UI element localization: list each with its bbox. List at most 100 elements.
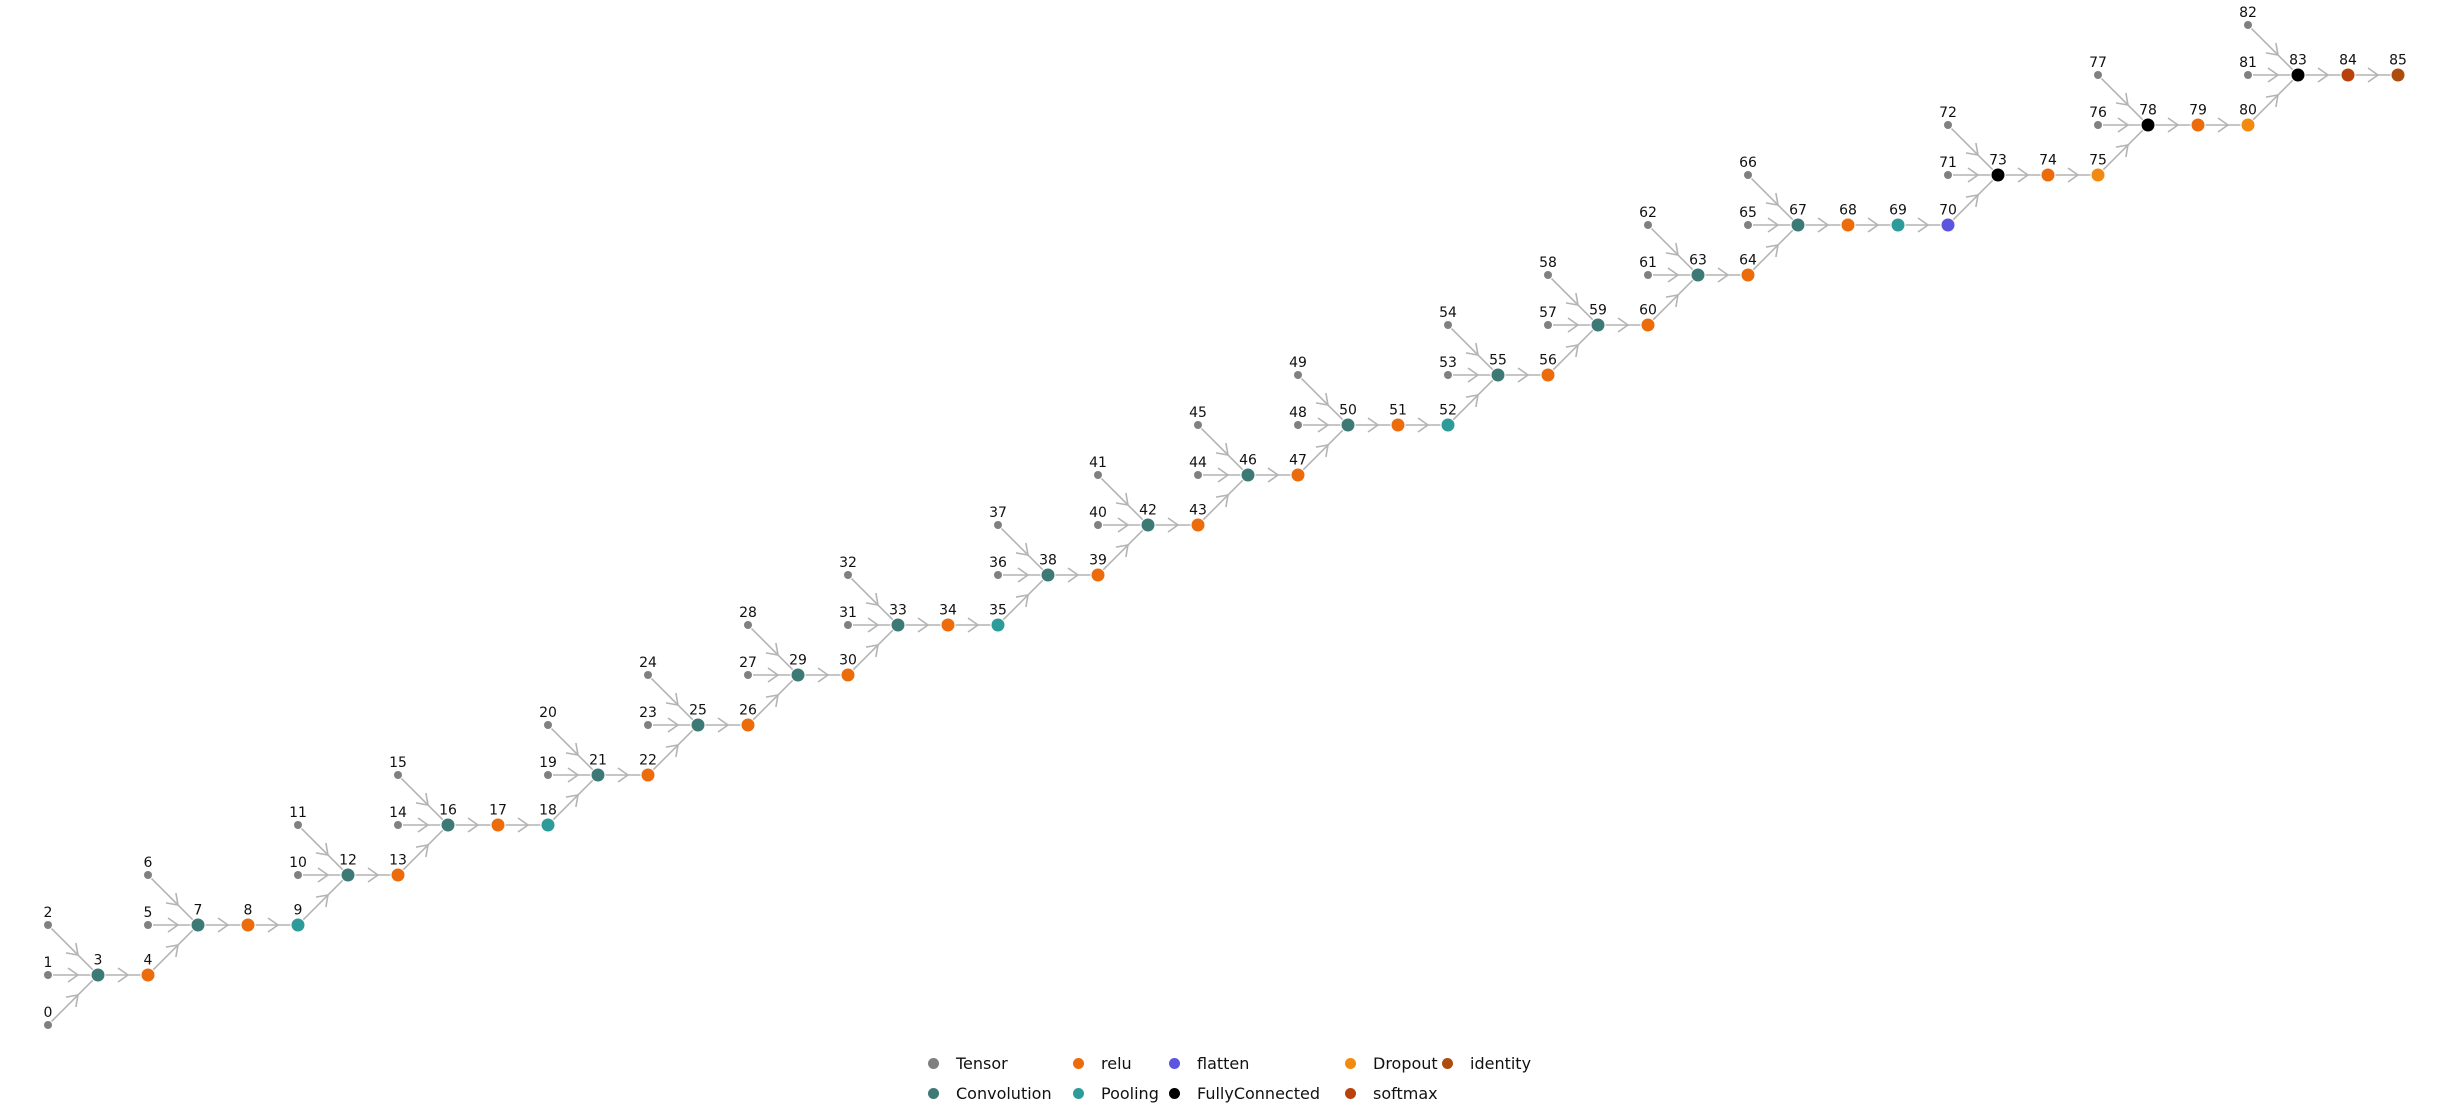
arrowhead xyxy=(2267,67,2280,83)
node-42-convolution xyxy=(1141,518,1155,532)
arrowhead xyxy=(1115,544,1129,558)
arrowhead xyxy=(1665,242,1679,256)
legend-swatch xyxy=(928,1087,939,1099)
arrowhead xyxy=(1817,217,1830,233)
node-47-relu xyxy=(1291,468,1305,482)
arrowhead xyxy=(367,867,380,883)
node-23-tensor xyxy=(644,721,652,729)
node-label: 0 xyxy=(44,1005,53,1021)
arrowhead xyxy=(467,817,480,833)
arrowhead xyxy=(165,944,179,958)
edge-34-35 xyxy=(955,617,991,633)
node-label: 67 xyxy=(1789,203,1807,219)
edge-36-38 xyxy=(1003,567,1041,583)
edge-55-56 xyxy=(1505,367,1541,383)
arrowhead xyxy=(2167,117,2180,133)
legend-item-identity: identity xyxy=(1442,1052,1531,1074)
node-label: 39 xyxy=(1089,553,1107,569)
edge-32-33 xyxy=(850,577,894,621)
arrowhead xyxy=(2115,144,2129,158)
node-81-tensor xyxy=(2244,71,2252,79)
edge-19-21 xyxy=(553,767,591,783)
legend-label: softmax xyxy=(1373,1083,1438,1103)
node-label: 29 xyxy=(789,653,807,669)
edge-58-59 xyxy=(1550,277,1594,321)
arrowhead xyxy=(2367,67,2380,83)
node-41-tensor xyxy=(1094,471,1102,479)
arrowhead xyxy=(1565,344,1579,358)
edge-40-42 xyxy=(1103,517,1141,533)
node-label: 74 xyxy=(2039,153,2057,169)
node-label: 80 xyxy=(2239,103,2257,119)
legend-item-tensor: Tensor xyxy=(928,1052,1008,1074)
node-76-tensor xyxy=(2094,121,2102,129)
arrowhead xyxy=(517,817,530,833)
node-35-pooling xyxy=(991,618,1005,632)
edge-20-21 xyxy=(550,727,594,771)
node-60-relu xyxy=(1641,318,1655,332)
node-label: 50 xyxy=(1339,403,1357,419)
edge-49-50 xyxy=(1300,377,1344,421)
node-80-dropout xyxy=(2241,118,2255,132)
node-label: 3 xyxy=(94,953,103,969)
node-75-dropout xyxy=(2091,168,2105,182)
node-73-fully-connected xyxy=(1991,168,2005,182)
node-label: 71 xyxy=(1939,155,1957,171)
arrowhead xyxy=(1517,367,1530,383)
legend-label: relu xyxy=(1101,1053,1132,1073)
edge-11-12 xyxy=(300,827,344,871)
node-84-softmax xyxy=(2341,68,2355,82)
arrowhead xyxy=(2017,167,2030,183)
node-56-relu xyxy=(1541,368,1555,382)
arrowhead xyxy=(1765,244,1779,258)
edge-77-78 xyxy=(2100,77,2144,121)
node-36-tensor xyxy=(994,571,1002,579)
node-25-convolution xyxy=(691,718,705,732)
node-9-pooling xyxy=(291,918,305,932)
node-label: 44 xyxy=(1189,455,1207,471)
node-26-relu xyxy=(741,718,755,732)
arrowhead xyxy=(1667,267,1680,283)
edge-13-16 xyxy=(402,829,444,871)
arrowhead xyxy=(567,767,580,783)
node-12-convolution xyxy=(341,868,355,882)
arrowhead xyxy=(165,892,179,906)
edge-45-46 xyxy=(1200,427,1244,471)
edge-27-29 xyxy=(753,667,791,683)
arrowhead xyxy=(315,842,329,856)
arrowhead xyxy=(167,917,180,933)
node-46-convolution xyxy=(1241,468,1255,482)
node-43-relu xyxy=(1191,518,1205,532)
node-label: 38 xyxy=(1039,553,1057,569)
node-label: 18 xyxy=(539,803,557,819)
edge-48-50 xyxy=(1303,417,1341,433)
edge-33-34 xyxy=(905,617,941,633)
node-57-tensor xyxy=(1544,321,1552,329)
arrowhead xyxy=(917,617,930,633)
node-label: 65 xyxy=(1739,205,1757,221)
edge-5-7 xyxy=(153,917,191,933)
node-label: 11 xyxy=(289,805,307,821)
node-label: 7 xyxy=(194,903,203,919)
node-label: 2 xyxy=(44,905,53,921)
node-0-tensor xyxy=(44,1021,52,1029)
node-label: 76 xyxy=(2089,105,2107,121)
node-label: 66 xyxy=(1739,155,1757,171)
node-66-tensor xyxy=(1744,171,1752,179)
node-label: 84 xyxy=(2339,53,2357,69)
node-label: 81 xyxy=(2239,55,2257,71)
edge-18-21 xyxy=(552,779,594,821)
edge-69-70 xyxy=(1905,217,1941,233)
edge-70-73 xyxy=(1952,179,1994,221)
edge-43-46 xyxy=(1202,479,1244,521)
node-67-convolution xyxy=(1791,218,1805,232)
node-label: 13 xyxy=(389,853,407,869)
arrowhead xyxy=(867,617,880,633)
edge-44-46 xyxy=(1203,467,1241,483)
arrowhead xyxy=(2117,117,2130,133)
node-label: 26 xyxy=(739,703,757,719)
node-label: 30 xyxy=(839,653,857,669)
edge-15-16 xyxy=(400,777,444,821)
edge-84-85 xyxy=(2355,67,2391,83)
